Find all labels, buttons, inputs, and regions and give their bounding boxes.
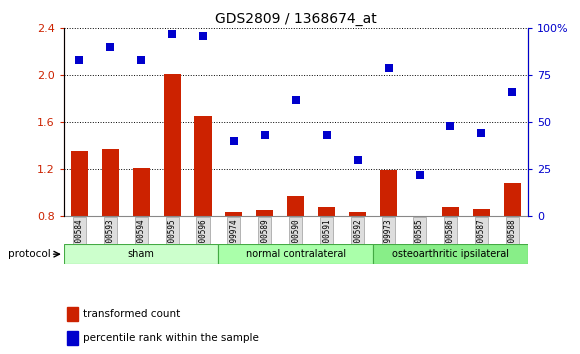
Bar	[442, 207, 459, 216]
Bar	[380, 170, 397, 216]
Bar	[219, 244, 373, 264]
Point	[229, 138, 238, 144]
Point	[415, 172, 424, 177]
Bar	[71, 152, 88, 216]
Bar	[504, 183, 521, 216]
Point	[353, 157, 362, 162]
Bar	[226, 212, 242, 216]
Point	[477, 131, 486, 136]
Point	[322, 132, 331, 138]
Bar	[194, 116, 212, 216]
Title: GDS2809 / 1368674_at: GDS2809 / 1368674_at	[215, 12, 376, 26]
Point	[75, 57, 84, 63]
Text: percentile rank within the sample: percentile rank within the sample	[83, 332, 259, 343]
Bar	[102, 149, 119, 216]
Bar	[64, 244, 219, 264]
Point	[291, 97, 300, 102]
Text: normal contralateral: normal contralateral	[246, 249, 346, 259]
Bar	[133, 168, 150, 216]
Point	[106, 44, 115, 50]
Text: sham: sham	[128, 249, 155, 259]
Bar	[473, 209, 490, 216]
Point	[384, 65, 393, 70]
Point	[168, 31, 177, 37]
Point	[260, 132, 270, 138]
Point	[508, 89, 517, 95]
Bar	[349, 212, 366, 216]
Text: transformed count: transformed count	[83, 309, 180, 319]
Bar	[67, 307, 78, 321]
Bar	[287, 196, 305, 216]
Bar	[256, 210, 273, 216]
Bar	[318, 207, 335, 216]
Point	[198, 33, 208, 39]
Point	[446, 123, 455, 129]
Text: protocol: protocol	[8, 249, 50, 259]
Bar	[164, 74, 180, 216]
Text: osteoarthritic ipsilateral: osteoarthritic ipsilateral	[392, 249, 509, 259]
Bar	[67, 331, 78, 344]
Point	[136, 57, 146, 63]
Bar	[373, 244, 528, 264]
